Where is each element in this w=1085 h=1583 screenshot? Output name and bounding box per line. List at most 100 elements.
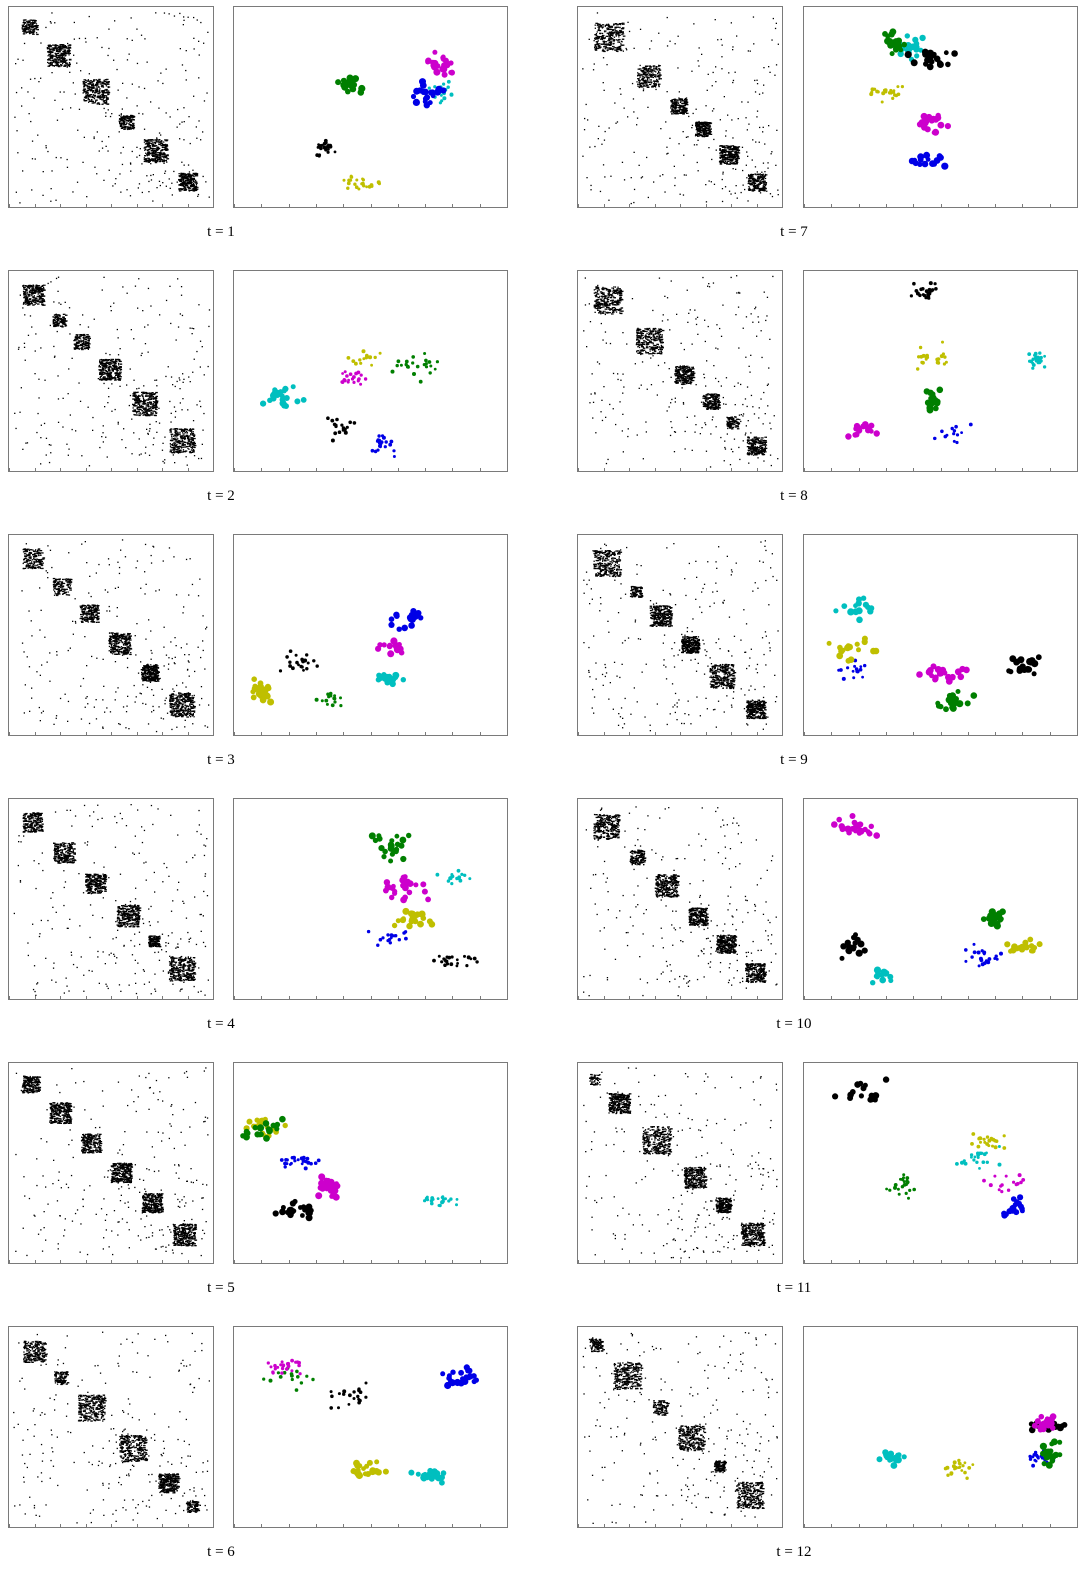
matrix-entry [186,186,188,188]
matrix-entry [34,550,36,552]
matrix-entry [113,368,116,370]
matrix-entry [27,558,30,560]
matrix-entry [179,188,181,190]
matrix-entry [38,551,40,553]
matrix-entry [83,348,85,350]
matrix-entry [173,446,175,448]
matrix-entry [82,161,84,163]
matrix-entry [31,25,34,27]
axis-tick [213,204,214,208]
matrix-entry [182,178,185,180]
axis-tick [398,204,399,207]
matrix-entry [63,59,65,61]
matrix-entry [107,359,110,362]
matrix-entry [155,411,157,413]
matrix-entry [191,175,193,177]
matrix-entry [143,411,146,414]
matrix-entry [118,114,120,117]
matrix-entry [49,324,51,327]
matrix-entry [50,281,52,283]
matrix-entry [152,200,154,202]
matrix-entry [147,414,149,416]
matrix-entry [165,145,167,147]
matrix-entry [82,333,85,336]
matrix-entry [137,408,139,411]
matrix-entry [147,433,149,435]
matrix-entry [74,336,76,338]
scatter-point-black [330,418,335,423]
matrix-entry [106,456,108,458]
matrix-entry [23,548,25,550]
matrix-entry [179,402,181,404]
matrix-entry [150,393,152,396]
matrix-entry [171,435,173,437]
matrix-entry [108,81,110,84]
matrix-entry [118,367,120,370]
matrix-entry [185,428,187,430]
matrix-entry [144,146,146,148]
matrix-entry [188,171,191,173]
matrix-entry [152,145,154,147]
matrix-entry [117,373,119,375]
scatter-point-green [433,367,437,371]
matrix-entry [179,379,181,381]
matrix-entry [57,319,59,321]
matrix-entry [170,430,172,432]
matrix-entry [49,55,51,57]
scatter-point-black [340,423,344,427]
matrix-entry [73,339,75,342]
matrix-entry [119,379,121,381]
matrix-entry [142,414,144,416]
matrix-entry [21,28,24,30]
matrix-entry [193,177,195,180]
matrix-entry [25,550,27,552]
matrix-entry [154,148,156,150]
matrix-entry [77,337,80,339]
matrix-entry [143,147,145,149]
matrix-entry [132,407,134,409]
matrix-entry [191,439,193,441]
matrix-entry [93,94,95,96]
matrix-entry [190,437,192,439]
matrix-entry [31,567,34,569]
matrix-entry [197,188,199,190]
matrix-entry [186,442,188,444]
matrix-entry [61,321,63,323]
matrix-entry [100,361,102,363]
matrix-entry [148,398,150,401]
matrix-entry [77,342,79,344]
matrix-entry [134,410,136,413]
matrix-entry [169,443,171,445]
matrix-entry [65,320,67,322]
matrix-entry [125,123,127,126]
matrix-entry [50,444,52,446]
matrix-entry [40,42,42,44]
matrix-entry [85,339,88,341]
matrix-entry [177,440,179,442]
matrix-entry [36,550,39,552]
matrix-entry [158,141,160,143]
matrix-entry [62,426,64,428]
matrix-entry [196,137,198,139]
axis-tick [60,468,61,471]
matrix-entry [103,359,105,361]
matrix-entry [32,33,34,35]
matrix-entry [162,442,164,444]
matrix-entry [100,96,102,98]
matrix-entry [175,433,177,435]
matrix-entry [54,48,56,50]
matrix-entry [111,368,113,370]
matrix-entry [56,584,58,586]
matrix-entry [184,432,186,434]
matrix-entry [189,174,191,176]
matrix-entry [180,178,182,180]
matrix-entry [79,400,82,402]
matrix-entry [120,152,122,154]
matrix-entry [33,557,35,559]
matrix-entry [187,435,189,437]
matrix-entry [15,63,17,65]
matrix-entry [148,144,150,146]
matrix-entry [145,143,147,145]
matrix-entry [99,361,101,363]
matrix-entry [186,435,188,437]
